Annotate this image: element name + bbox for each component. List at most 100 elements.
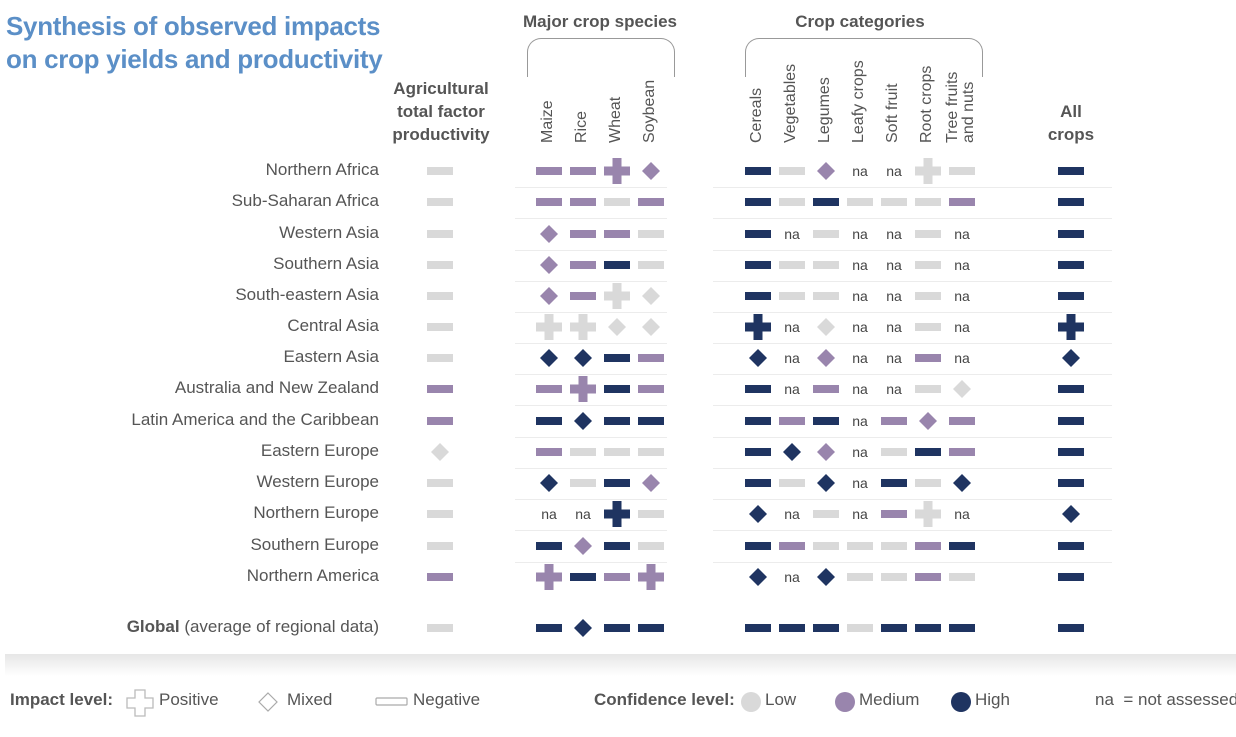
major-crop-species-heading: Major crop species [522, 12, 677, 31]
row-separator [713, 530, 1112, 531]
region-label-eastern-europe: Eastern Europe [260, 441, 379, 460]
row-separator [515, 437, 667, 438]
negative-impact-mark [745, 624, 771, 632]
legend-na-text: = not assessed [1123, 690, 1236, 709]
not-assessed-label: na [575, 506, 591, 522]
negative-impact-mark [949, 198, 975, 206]
agricultural-tfp-header: Agricultural total factor productivity [380, 77, 502, 146]
mixed-impact-mark [608, 318, 626, 336]
negative-impact-mark [1058, 448, 1084, 456]
mixed-impact-mark [642, 318, 660, 336]
negative-impact-mark [570, 167, 596, 175]
all-crops-header-line-2: crops [1047, 125, 1095, 144]
mixed-symbol-icon [258, 692, 278, 712]
legend-confidence-label: Confidence level: [594, 690, 735, 709]
title-line-2: on crop yields and productivity [6, 44, 383, 74]
not-assessed-label: na [784, 381, 800, 397]
negative-impact-mark [881, 542, 907, 550]
negative-impact-mark [949, 448, 975, 456]
legend-positive: Positive [159, 690, 219, 709]
mixed-impact-mark [1062, 505, 1080, 523]
negative-impact-mark [604, 385, 630, 393]
not-assessed-label: na [886, 350, 902, 366]
negative-impact-mark [813, 624, 839, 632]
negative-impact-mark [813, 230, 839, 238]
region-label-australia-and-new-zealand: Australia and New Zealand [174, 378, 379, 397]
column-header-root-crops: Root crops [918, 65, 935, 143]
positive-impact-mark [570, 376, 596, 402]
negative-symbol-icon [375, 697, 408, 706]
row-separator [713, 437, 1112, 438]
positive-impact-mark [570, 314, 596, 340]
column-header-soybean: Soybean [641, 79, 658, 143]
negative-impact-mark [536, 542, 562, 550]
not-assessed-label: na [886, 319, 902, 335]
positive-impact-mark [915, 501, 941, 527]
not-assessed-label: na [954, 350, 970, 366]
agri-header-line-1: Agricultural [393, 79, 489, 98]
negative-impact-mark [847, 542, 873, 550]
row-separator [713, 468, 1112, 469]
row-separator [515, 281, 667, 282]
negative-impact-mark [745, 292, 771, 300]
region-label-northern-america: Northern America [246, 566, 379, 585]
negative-impact-mark [570, 230, 596, 238]
negative-impact-mark [427, 479, 453, 487]
negative-impact-mark [604, 542, 630, 550]
not-assessed-label: na [784, 569, 800, 585]
mixed-impact-mark [540, 256, 558, 274]
not-assessed-label: na [852, 350, 868, 366]
not-assessed-label: na [784, 319, 800, 335]
chart-title: Synthesis of observed impacts on crop yi… [6, 10, 383, 76]
negative-impact-mark [847, 198, 873, 206]
row-separator [515, 187, 667, 188]
legend-na-key: na [1095, 690, 1114, 709]
mixed-impact-mark [540, 225, 558, 243]
region-label-global-average-of-regional-data: Global (average of regional data) [126, 617, 379, 636]
negative-impact-mark [427, 198, 453, 206]
mixed-impact-mark [574, 349, 592, 367]
negative-impact-mark [881, 479, 907, 487]
region-label-southern-europe: Southern Europe [250, 535, 379, 554]
not-assessed-label: na [784, 350, 800, 366]
negative-impact-mark [745, 167, 771, 175]
not-assessed-label: na [886, 226, 902, 242]
mixed-impact-mark [540, 349, 558, 367]
negative-impact-mark [1058, 167, 1084, 175]
negative-impact-mark [779, 292, 805, 300]
negative-impact-mark [638, 385, 664, 393]
row-separator [713, 499, 1112, 500]
row-separator [713, 187, 1112, 188]
row-separator [713, 250, 1112, 251]
agri-header-line-3: productivity [392, 125, 490, 144]
negative-impact-mark [1058, 198, 1084, 206]
negative-impact-mark [570, 479, 596, 487]
mixed-impact-mark [574, 619, 592, 637]
negative-impact-mark [881, 417, 907, 425]
negative-impact-mark [915, 323, 941, 331]
negative-impact-mark [949, 167, 975, 175]
row-separator [515, 468, 667, 469]
negative-impact-mark [536, 417, 562, 425]
row-separator [515, 343, 667, 344]
positive-impact-mark [536, 314, 562, 340]
mixed-impact-mark [642, 162, 660, 180]
negative-impact-mark [1058, 230, 1084, 238]
negative-impact-mark [638, 448, 664, 456]
negative-impact-mark [745, 198, 771, 206]
negative-impact-mark [604, 624, 630, 632]
negative-impact-mark [915, 542, 941, 550]
negative-impact-mark [604, 573, 630, 581]
positive-symbol-icon [126, 689, 154, 717]
not-assessed-label: na [886, 288, 902, 304]
negative-impact-mark [847, 624, 873, 632]
negative-impact-mark [915, 230, 941, 238]
negative-impact-mark [604, 448, 630, 456]
negative-impact-mark [915, 198, 941, 206]
mixed-impact-mark [749, 349, 767, 367]
negative-impact-mark [779, 542, 805, 550]
negative-impact-mark [427, 573, 453, 581]
negative-impact-mark [536, 624, 562, 632]
negative-impact-mark [427, 542, 453, 550]
column-header-wheat: Wheat [607, 96, 624, 143]
